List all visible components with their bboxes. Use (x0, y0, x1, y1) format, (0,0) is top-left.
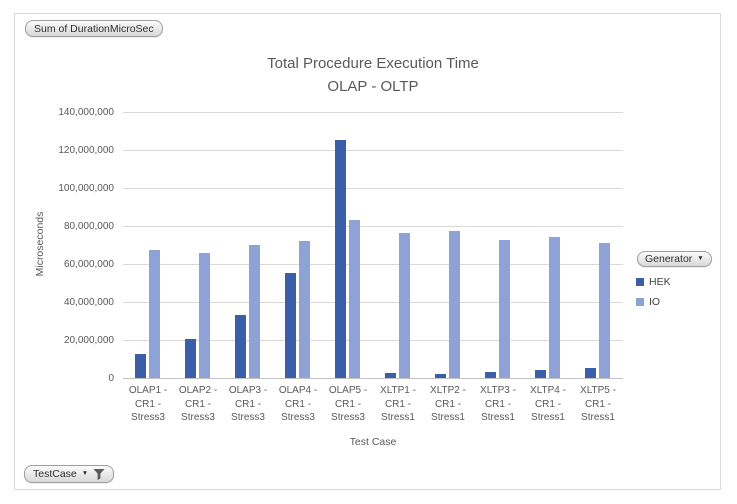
gridline (123, 226, 623, 227)
values-field-button[interactable]: Sum of DurationMicroSec (25, 20, 163, 37)
chart-title-line1: Total Procedure Execution Time (267, 55, 479, 72)
values-field-button-label: Sum of DurationMicroSec (34, 22, 154, 35)
bar-io (249, 245, 260, 378)
y-tick-label: 40,000,000 (63, 297, 114, 308)
chart-title-line2: OLAP - OLTP (327, 78, 419, 95)
gridline (123, 340, 623, 341)
chevron-down-icon: ▼ (697, 254, 704, 262)
bar-io (549, 237, 560, 378)
gridline (123, 112, 623, 113)
gridline (123, 150, 623, 151)
bar-hek (485, 372, 496, 378)
bar-hek (135, 354, 146, 378)
bar-io (449, 230, 460, 378)
filter-icon (93, 468, 105, 480)
x-tick-label: XLTP5 - CR1 - Stress1 (580, 385, 616, 423)
x-tick-label: XLTP1 - CR1 - Stress1 (380, 385, 416, 423)
bar-hek (185, 339, 196, 378)
x-tick-label: XLTP4 - CR1 - Stress1 (530, 385, 566, 423)
chevron-down-icon: ▼ (81, 469, 89, 477)
legend-label: HEK (649, 276, 671, 288)
y-tick-label: 20,000,000 (63, 335, 114, 346)
x-tick-label: OLAP2 - CR1 - Stress3 (178, 385, 218, 423)
gridline (123, 302, 623, 303)
bar-hek (285, 272, 296, 378)
y-tick-label: 80,000,000 (63, 221, 114, 232)
x-axis-title: Test Case (349, 436, 397, 448)
bar-hek (235, 315, 246, 378)
bar-io (299, 241, 310, 378)
y-tick-label: 140,000,000 (58, 107, 114, 118)
legend-swatch-icon (636, 298, 644, 306)
bar-hek (435, 373, 446, 378)
legend-field-button-label: Generator (645, 253, 693, 265)
bar-hek (585, 367, 596, 378)
legend-field-button[interactable]: Generator ▼ (637, 251, 712, 267)
x-axis-line (123, 378, 623, 379)
y-tick-label: 120,000,000 (58, 145, 114, 156)
gridline (123, 264, 623, 265)
y-tick-label: 0 (108, 373, 114, 384)
x-tick-label: OLAP3 - CR1 - Stress3 (228, 385, 268, 423)
bar-io (199, 252, 210, 378)
bar-hek (335, 139, 346, 378)
bar-hek (535, 370, 546, 378)
bar-io (399, 232, 410, 378)
bar-hek (385, 373, 396, 378)
legend: HEK IO (636, 272, 671, 312)
chart-title: Total Procedure Execution Time OLAP - OL… (123, 52, 623, 98)
bar-io (599, 243, 610, 378)
legend-item-hek: HEK (636, 272, 671, 292)
legend-label: IO (649, 296, 661, 308)
legend-swatch-icon (636, 278, 644, 286)
y-axis-title: Microseconds (34, 211, 46, 277)
x-tick-label: XLTP3 - CR1 - Stress1 (480, 385, 516, 423)
axis-field-button-label: TestCase (33, 468, 77, 480)
bar-io (349, 220, 360, 378)
y-tick-label: 100,000,000 (58, 183, 114, 194)
x-tick-label: XLTP2 - CR1 - Stress1 (430, 385, 466, 423)
legend-item-io: IO (636, 292, 671, 312)
y-tick-label: 60,000,000 (63, 259, 114, 270)
x-tick-label: OLAP4 - CR1 - Stress3 (278, 385, 318, 423)
bar-io (499, 240, 510, 378)
axis-field-button[interactable]: TestCase ▼ (24, 465, 115, 483)
x-tick-label: OLAP5 - CR1 - Stress3 (328, 385, 368, 423)
gridline (123, 188, 623, 189)
x-tick-label: OLAP1 - CR1 - Stress3 (128, 385, 168, 423)
bar-io (149, 249, 160, 378)
